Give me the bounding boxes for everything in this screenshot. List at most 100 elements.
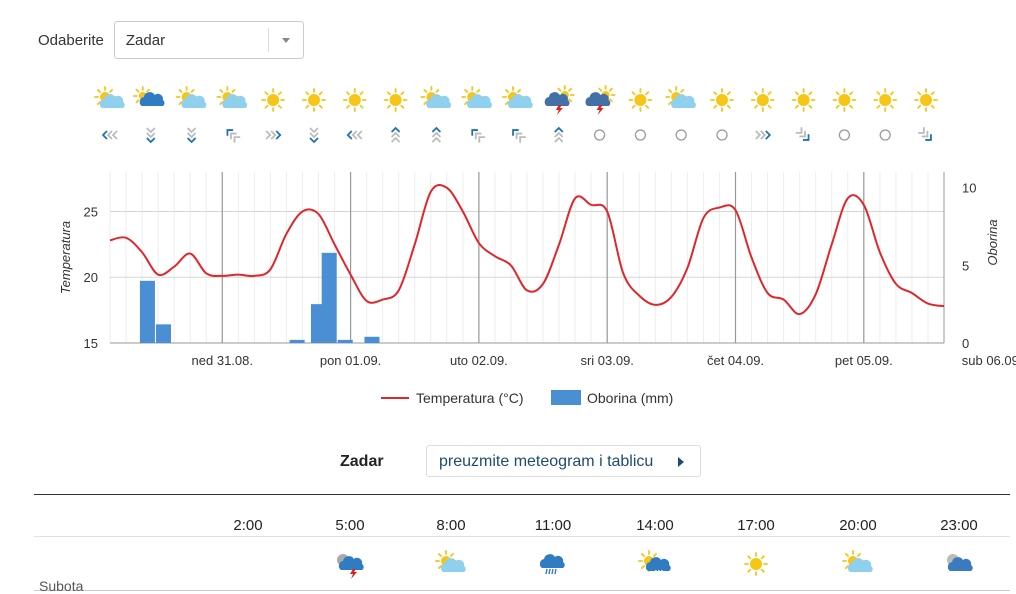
wind-arrow-nw-icon bbox=[512, 129, 526, 143]
calm-icon bbox=[634, 129, 647, 141]
y-left-tick-label: 20 bbox=[84, 270, 98, 285]
wind-arrow-e-icon bbox=[265, 130, 282, 140]
temperature-line bbox=[109, 183, 945, 316]
calm-icon bbox=[716, 129, 728, 141]
rain-icon bbox=[539, 554, 565, 575]
table-hour: 20:00 bbox=[839, 517, 877, 534]
download-meteogram-button[interactable]: preuzmite meteogram i tablicu bbox=[426, 445, 701, 477]
wind-arrow-n-icon bbox=[431, 126, 442, 143]
city-selector-row: Odaberite Zadar bbox=[38, 20, 304, 60]
calm-icon bbox=[838, 129, 851, 141]
precipitation-bar bbox=[337, 339, 353, 343]
y-left-tick-label: 25 bbox=[84, 204, 98, 219]
wind-arrow-se-icon bbox=[795, 127, 810, 141]
sun-cloud-icon bbox=[94, 86, 125, 108]
wind-arrow-nw-icon bbox=[471, 129, 485, 143]
x-tick-label: uto 02.09. bbox=[450, 353, 508, 368]
sun-icon bbox=[873, 88, 898, 112]
meteogram-chart: ned 31.08. pon 01.09. uto 02.09. sri 03.09.… bbox=[58, 172, 1016, 406]
table-day-label: Subota bbox=[39, 578, 84, 594]
sun-icon bbox=[628, 88, 653, 112]
table-weather-icons bbox=[337, 550, 973, 579]
cloud-rain-icon bbox=[132, 86, 165, 113]
sun-cloud-icon bbox=[502, 86, 533, 108]
table-top-border bbox=[34, 494, 1010, 495]
table-header-divider bbox=[34, 536, 1010, 537]
calm-icon bbox=[593, 129, 606, 141]
precipitation-bar bbox=[155, 324, 171, 343]
y-right-tick-label: 5 bbox=[962, 258, 969, 273]
sun-rain-icon bbox=[638, 550, 671, 575]
city-selector-label: Odaberite bbox=[38, 31, 104, 49]
wind-arrow-n-icon bbox=[390, 126, 401, 143]
sun-cloud-icon bbox=[420, 86, 452, 108]
caret-right-icon bbox=[678, 457, 684, 467]
sun-icon bbox=[914, 88, 938, 112]
legend-precipitation-swatch bbox=[551, 390, 581, 405]
storm-night-icon bbox=[337, 554, 364, 579]
x-tick-label: sri 03.09. bbox=[580, 353, 633, 368]
sun-icon bbox=[744, 552, 768, 576]
calm-icon bbox=[675, 129, 687, 141]
sun-cloud-icon bbox=[175, 86, 207, 108]
table-bottom-border bbox=[34, 590, 1010, 591]
x-tick-label: sub 06.09. bbox=[962, 353, 1016, 368]
table-hour: 2:00 bbox=[233, 517, 263, 534]
download-button-label: preuzmite meteogram i tablicu bbox=[439, 453, 654, 470]
wind-arrow-s-icon bbox=[186, 127, 197, 144]
wind-arrow-e-icon bbox=[755, 130, 772, 140]
wind-arrow-s-icon bbox=[309, 127, 319, 144]
precipitation-bar bbox=[321, 252, 337, 343]
y-right-tick-label: 10 bbox=[962, 181, 976, 196]
wind-arrow-s-icon bbox=[146, 127, 156, 144]
cloud-night-icon bbox=[947, 554, 973, 571]
sun-icon bbox=[710, 88, 734, 112]
x-tick-label: pet 05.09. bbox=[835, 353, 893, 368]
download-city-name: Zadar bbox=[340, 453, 384, 470]
y-right-tick-label: 0 bbox=[962, 336, 969, 351]
sun-cloud-icon bbox=[435, 550, 466, 572]
download-row: Zadar preuzmite meteogram i tablicu bbox=[0, 444, 1016, 480]
storm-icon bbox=[585, 85, 616, 115]
sun-icon bbox=[261, 88, 286, 112]
y-right-axis-label: Oborina bbox=[985, 219, 1000, 265]
precipitation-bar bbox=[364, 336, 380, 343]
city-select-value: Zadar bbox=[125, 32, 166, 49]
x-tick-label: čet 04.09. bbox=[707, 353, 764, 368]
table-hour: 5:00 bbox=[335, 517, 365, 534]
wind-arrow-w-icon bbox=[346, 130, 363, 140]
sun-cloud-icon bbox=[461, 86, 492, 108]
sun-icon bbox=[383, 88, 408, 112]
wind-arrow-w-icon bbox=[101, 130, 118, 140]
sun-icon bbox=[342, 88, 367, 112]
forecast-icon-strip bbox=[94, 85, 938, 144]
precipitation-bar bbox=[139, 280, 155, 343]
table-hour: 8:00 bbox=[436, 517, 466, 534]
x-tick-label: ned 31.08. bbox=[192, 353, 253, 368]
y-left-axis-label: Temperatura bbox=[58, 221, 73, 294]
legend-temperature-label: Temperatura (°C) bbox=[416, 390, 524, 406]
storm-icon bbox=[544, 85, 575, 115]
sun-cloud-icon bbox=[665, 86, 696, 108]
city-select[interactable]: Zadar bbox=[113, 21, 304, 59]
sun-icon bbox=[832, 88, 857, 112]
table-hour: 11:00 bbox=[534, 517, 572, 534]
legend-precipitation-label: Oborina (mm) bbox=[587, 390, 673, 406]
wind-arrow-n-icon bbox=[554, 126, 564, 143]
sun-cloud-icon bbox=[216, 86, 248, 108]
wind-arrow-nw-icon bbox=[226, 129, 241, 143]
precipitation-bar bbox=[289, 339, 305, 343]
calm-icon bbox=[879, 129, 891, 141]
sun-icon bbox=[791, 88, 816, 112]
chevron-down-icon[interactable] bbox=[281, 38, 290, 43]
sun-cloud-icon bbox=[842, 550, 873, 572]
sun-icon bbox=[302, 88, 326, 112]
x-tick-label: pon 01.09. bbox=[320, 353, 381, 368]
sun-icon bbox=[750, 88, 775, 112]
chart-grid bbox=[109, 172, 945, 344]
table-hour: 23:00 bbox=[940, 517, 978, 534]
wind-arrow-se-icon bbox=[918, 127, 932, 141]
select-divider bbox=[267, 28, 269, 52]
y-left-tick-label: 15 bbox=[84, 336, 98, 351]
table-hour: 17:00 bbox=[737, 517, 775, 534]
